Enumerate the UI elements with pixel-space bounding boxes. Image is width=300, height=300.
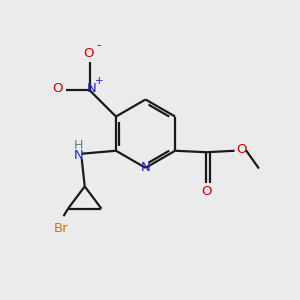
Text: O: O — [52, 82, 62, 95]
Text: O: O — [201, 185, 211, 198]
Text: -: - — [96, 39, 100, 52]
Text: N: N — [86, 82, 96, 95]
Text: N: N — [74, 149, 84, 162]
Text: +: + — [95, 76, 103, 86]
Text: N: N — [141, 161, 150, 174]
Text: O: O — [83, 47, 94, 60]
Text: Br: Br — [53, 221, 68, 235]
Text: H: H — [74, 139, 83, 152]
Text: O: O — [236, 143, 246, 156]
